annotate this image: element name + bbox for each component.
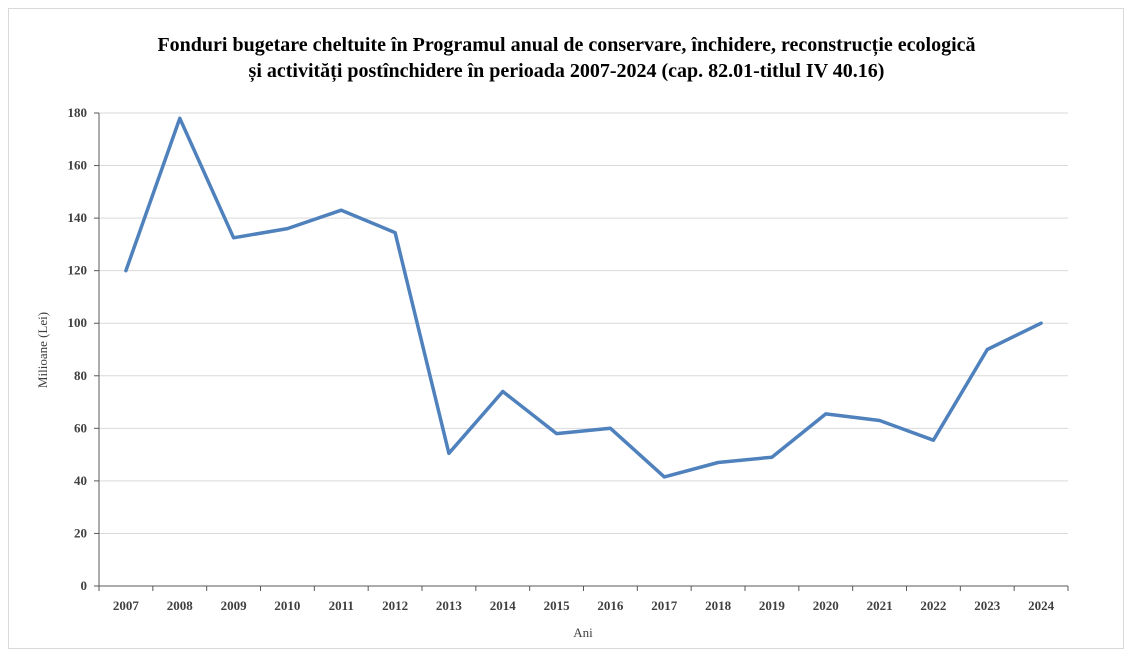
y-tick-label: 80 — [74, 368, 87, 383]
chart-title-line-1: Fonduri bugetare cheltuite în Programul … — [157, 34, 976, 56]
data-point — [609, 427, 611, 429]
data-point — [879, 419, 881, 421]
data-point — [1040, 322, 1042, 324]
axes — [94, 112, 1069, 591]
data-point — [233, 237, 235, 239]
y-tick-label: 140 — [68, 210, 88, 225]
x-tick-label: 2022 — [920, 598, 946, 613]
x-tick-label: 2019 — [759, 598, 786, 613]
y-tick-label: 60 — [74, 420, 87, 435]
x-axis-ticks: 2007 2008 2009 2010 2011 2012 2013 2014 2015 2016… — [113, 598, 1055, 613]
x-axis-title: Ani — [573, 625, 593, 640]
data-point — [125, 270, 127, 272]
y-tick-label: 40 — [74, 473, 87, 488]
x-tick-label: 2017 — [651, 598, 678, 613]
x-tick-label: 2016 — [597, 598, 624, 613]
data-point — [825, 413, 827, 415]
data-point — [286, 228, 288, 230]
x-tick-label: 2007 — [113, 598, 140, 613]
series-layer — [124, 116, 1043, 479]
data-point — [340, 209, 342, 211]
data-point — [663, 476, 665, 478]
x-tick-label: 2018 — [705, 598, 732, 613]
x-tick-label: 2013 — [436, 598, 463, 613]
y-tick-label: 20 — [74, 525, 87, 540]
chart-title: Fonduri bugetare cheltuite în Programul … — [0, 32, 1133, 84]
data-point — [179, 117, 181, 119]
y-tick-label: 100 — [68, 315, 88, 330]
data-point — [394, 232, 396, 234]
x-tick-label: 2014 — [490, 598, 517, 613]
x-tick-label: 2020 — [813, 598, 839, 613]
x-tick-label: 2008 — [167, 598, 194, 613]
y-tick-label: 120 — [68, 263, 88, 278]
x-tick-label: 2024 — [1028, 598, 1055, 613]
y-axis-ticks: 0 20 40 60 80 100 120 140 160 180 — [68, 105, 88, 593]
data-point — [556, 433, 558, 435]
data-point — [448, 452, 450, 454]
series-line — [124, 116, 1043, 479]
chart-title-line-2: și activități postînchidere în perioada … — [248, 60, 885, 82]
x-tick-label: 2015 — [544, 598, 571, 613]
y-axis-title: Milioane (Lei) — [35, 312, 50, 388]
data-point — [932, 439, 934, 441]
y-tick-label: 160 — [68, 158, 88, 173]
x-tick-label: 2009 — [221, 598, 248, 613]
data-point — [502, 391, 504, 393]
data-point — [986, 349, 988, 350]
chart-frame — [8, 8, 1124, 649]
y-tick-label: 0 — [81, 578, 88, 593]
gridlines — [99, 112, 1068, 534]
x-tick-label: 2021 — [867, 598, 893, 613]
data-point — [771, 456, 773, 458]
data-point — [717, 461, 719, 463]
x-tick-label: 2010 — [274, 598, 300, 613]
x-tick-label: 2023 — [974, 598, 1001, 613]
x-tick-label: 2012 — [382, 598, 408, 613]
x-tick-label: 2011 — [329, 598, 354, 613]
y-tick-label: 180 — [68, 105, 88, 120]
